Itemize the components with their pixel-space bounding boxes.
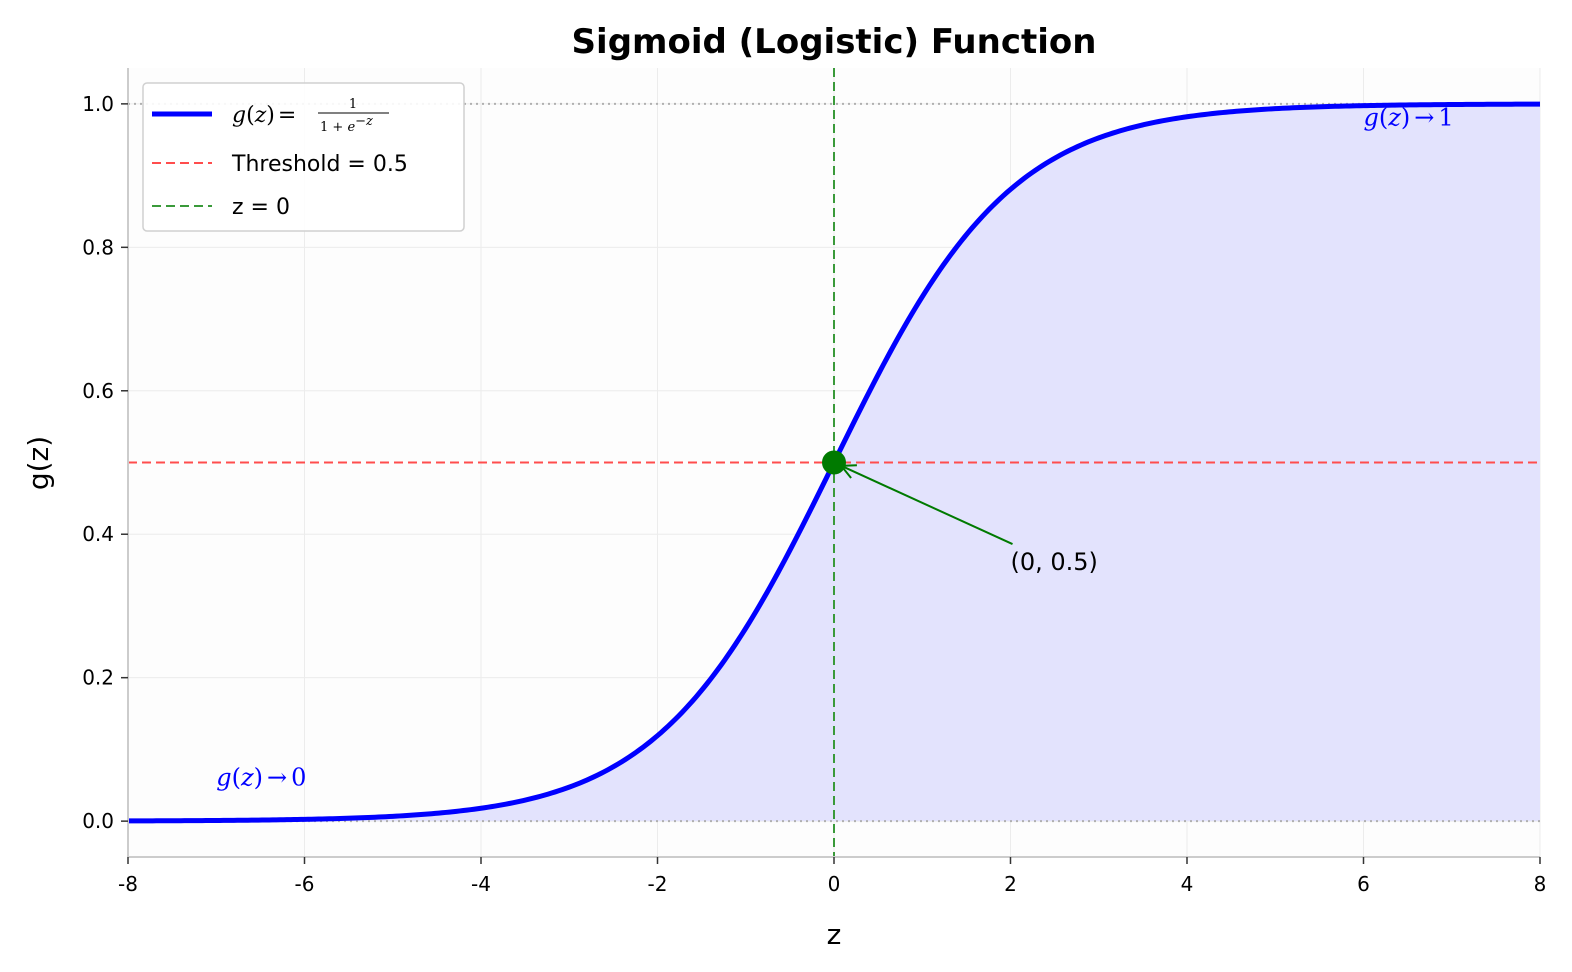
legend: g(z) = 1 1 + e−z Threshold = 0.5 z = 0 <box>142 82 465 232</box>
x-tick-label: -8 <box>118 872 138 896</box>
y-tick-label: 0.6 <box>82 379 114 403</box>
y-tick-label: 0.4 <box>82 522 114 546</box>
annotation-limit-one: g(z) → 1 <box>1364 103 1454 131</box>
x-tick-label: -2 <box>648 872 668 896</box>
point-annotation: (0, 0.5) <box>1011 548 1098 576</box>
y-tick-label: 0.0 <box>82 809 114 833</box>
x-tick-label: 2 <box>1004 872 1017 896</box>
legend-label-threshold: Threshold = 0.5 <box>231 152 408 177</box>
annotation-limit-zero: g(z) → 0 <box>216 763 306 791</box>
highlight-point <box>822 450 846 475</box>
y-tick-label: 0.2 <box>82 666 114 690</box>
legend-label-sigmoid: g(z) = <box>232 103 296 128</box>
annotation-arrow <box>840 464 1013 546</box>
x-tick-label: 0 <box>828 872 841 896</box>
legend-label-z-zero: z = 0 <box>232 195 290 220</box>
legend-fraction-denominator: 1 + e−z <box>320 114 373 135</box>
chart-title: Sigmoid (Logistic) Function <box>572 22 1097 62</box>
y-tick-label: 0.8 <box>82 235 114 259</box>
legend-fraction-numerator: 1 <box>349 97 357 112</box>
x-tick-label: 8 <box>1534 872 1547 896</box>
x-axis-label: z <box>827 918 842 951</box>
y-axis-ticks: 0.0 0.2 0.4 0.6 0.8 1.0 <box>82 92 128 833</box>
y-axis-label: g(z) <box>22 436 55 490</box>
x-tick-label: -6 <box>295 872 315 896</box>
x-tick-label: 6 <box>1357 872 1370 896</box>
x-axis-ticks: -8 -6 -4 -2 0 2 4 6 8 <box>118 857 1546 896</box>
x-tick-label: 4 <box>1181 872 1194 896</box>
x-tick-label: -4 <box>471 872 491 896</box>
y-tick-label: 1.0 <box>82 92 114 116</box>
legend-box <box>142 82 465 232</box>
